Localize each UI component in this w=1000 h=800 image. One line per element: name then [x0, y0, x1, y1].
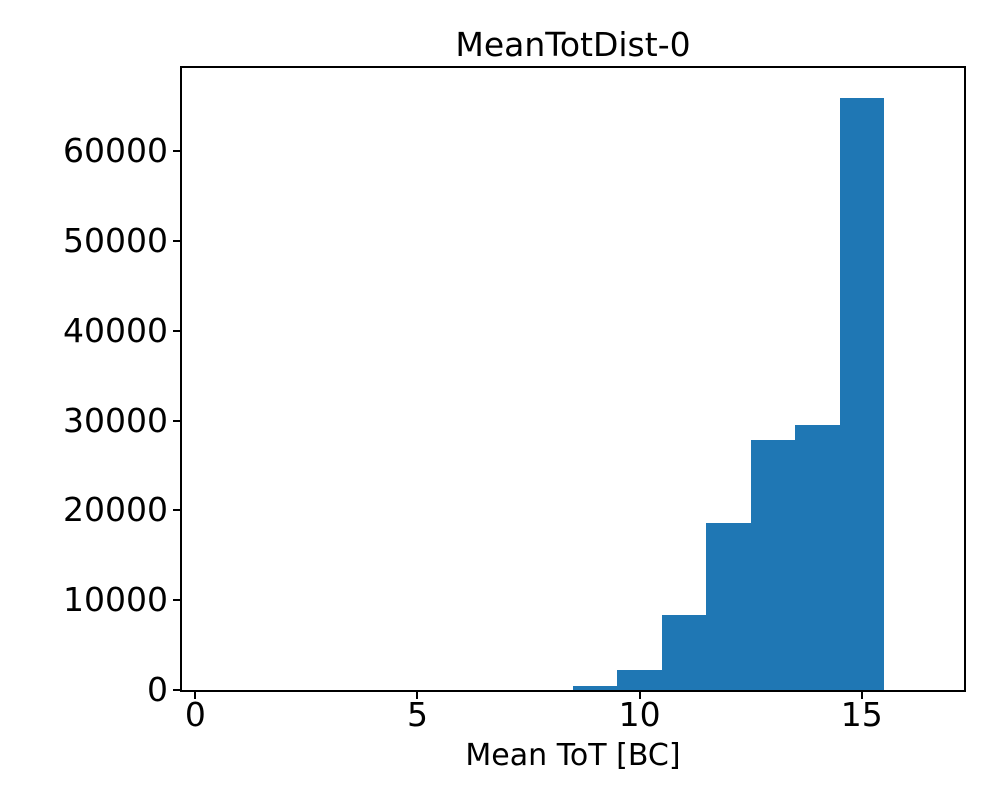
x-axis-label: Mean ToT [BC]	[465, 738, 681, 773]
histogram-bar	[661, 614, 707, 690]
y-axis-tick	[173, 509, 180, 512]
y-axis-tick	[173, 599, 180, 602]
y-axis-tick	[173, 689, 180, 691]
y-axis-tick-label: 40000	[63, 310, 168, 350]
x-axis-tick-label: 10	[618, 695, 661, 734]
y-axis-tick-label: 50000	[63, 221, 168, 261]
y-axis-tick-label: 10000	[63, 580, 168, 620]
y-axis-tick-label: 0	[147, 670, 168, 709]
y-axis-tick-label: 20000	[63, 490, 168, 530]
histogram-bar	[617, 670, 662, 690]
x-axis-tick-label: 0	[184, 695, 206, 734]
x-axis-tick-label: 15	[840, 695, 883, 734]
x-axis-tick	[416, 692, 419, 699]
x-axis-tick-label: 5	[406, 695, 428, 734]
y-axis-tick	[173, 240, 180, 243]
histogram-bar	[750, 440, 796, 690]
y-axis-tick-label: 30000	[63, 400, 168, 440]
plot-title: MeanTotDist-0	[455, 25, 691, 64]
y-axis-tick-label: 60000	[63, 131, 168, 171]
plot-area	[182, 68, 964, 690]
histogram-bar	[795, 425, 840, 690]
histogram-bar	[706, 523, 751, 690]
y-axis-tick	[173, 419, 180, 422]
x-axis-tick	[638, 692, 641, 699]
histogram-bar	[839, 97, 884, 690]
x-axis-tick	[860, 692, 863, 699]
y-axis-tick	[173, 150, 180, 153]
y-axis-tick	[173, 329, 180, 332]
histogram-bar	[573, 686, 618, 690]
x-axis-tick	[194, 692, 197, 699]
